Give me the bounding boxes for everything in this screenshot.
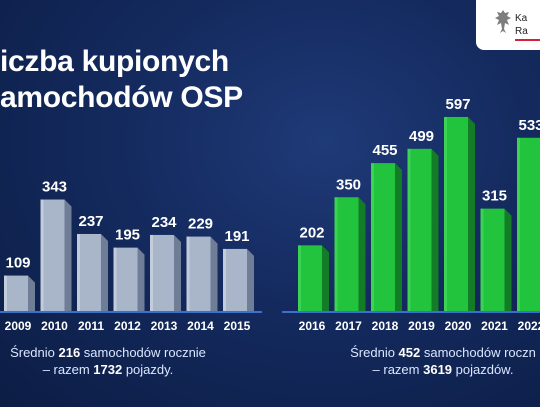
left-value-label-2011: 237 [78, 213, 103, 230]
right-bar-highlight-2020 [444, 116, 447, 311]
left-bar-2013 [150, 234, 174, 311]
title-line-1: iczba kupionych [0, 45, 229, 78]
left-bar-2009 [4, 275, 28, 311]
summary-right-total: 3619 [423, 362, 453, 377]
summary-left-suffix: pojazdy. [122, 362, 174, 377]
left-bar-highlight-2012 [113, 247, 117, 311]
left-bar-2015 [223, 248, 247, 311]
left-value-label-2012: 195 [115, 227, 140, 244]
left-value-label-2010: 343 [42, 179, 67, 196]
right-bar-side-2017 [358, 197, 366, 311]
right-bar-2017 [334, 197, 359, 311]
left-bar-highlight-2014 [186, 236, 190, 311]
summary-right-line2-prefix: – razem [372, 362, 424, 377]
summary-right-suffix: pojazdów. [452, 362, 514, 377]
left-year-label-2010: 2010 [41, 319, 68, 333]
right-bar-2020 [444, 116, 468, 311]
summary-left-line-1: Średnio 216 samochodów rocznie [0, 344, 228, 361]
org-name: Ka Ra [515, 12, 528, 38]
right-value-label-2017: 350 [336, 176, 361, 193]
summary-left: Średnio 216 samochodów rocznie – razem 1… [0, 344, 228, 378]
summary-right-avg: 452 [398, 345, 421, 360]
right-bar-2018 [371, 163, 395, 311]
flag-stripe [515, 39, 540, 41]
right-bar-side-2021 [504, 208, 512, 311]
summary-left-line-2: – razem 1732 pojazdy. [0, 361, 228, 378]
summary-right-prefix: Średnio [350, 345, 399, 360]
left-bar-side-2010 [64, 199, 72, 311]
org-name-line-2: Ra [515, 26, 528, 37]
summary-left-avg: 216 [58, 345, 81, 360]
right-year-label-2017: 2017 [335, 319, 362, 333]
right-bar-2021 [480, 208, 505, 311]
left-bar-side-2011 [101, 233, 108, 311]
left-year-label-2012: 2012 [114, 319, 141, 333]
summary-left-line2-prefix: – razem [42, 362, 94, 377]
right-bar-2019 [407, 148, 432, 311]
right-bar-highlight-2021 [480, 208, 484, 311]
summary-right: Średnio 452 samochodów roczn – razem 361… [312, 344, 540, 378]
title-line-2: amochodów OSP [0, 81, 243, 114]
left-value-label-2014: 229 [188, 216, 213, 233]
left-bar-highlight-2009 [4, 275, 7, 311]
right-bar-highlight-2017 [334, 197, 338, 311]
summary-left-total: 1732 [93, 362, 123, 377]
page-title: iczba kupionych amochodów OSP [0, 44, 243, 116]
right-value-label-2018: 455 [372, 142, 397, 159]
left-bar-highlight-2015 [223, 248, 226, 311]
right-value-label-2021: 315 [482, 188, 507, 205]
left-bar-2012 [113, 247, 138, 311]
left-bar-side-2014 [210, 236, 218, 311]
summary-right-line-1: Średnio 452 samochodów roczn [312, 344, 540, 361]
right-year-label-2021: 2021 [481, 319, 508, 333]
left-bar-side-2009 [28, 275, 35, 311]
left-bar-highlight-2010 [40, 199, 44, 311]
left-bar-2010 [40, 199, 65, 311]
left-year-label-2015: 2015 [224, 319, 251, 333]
left-value-label-2013: 234 [151, 214, 177, 231]
right-bar-2022 [517, 137, 540, 311]
right-value-label-2022: 533 [518, 117, 540, 134]
left-bar-side-2015 [247, 248, 254, 311]
left-year-label-2013: 2013 [151, 319, 178, 333]
right-bar-highlight-2019 [407, 148, 411, 311]
right-bar-side-2016 [322, 245, 329, 311]
summary-right-line-2: – razem 3619 pojazdów. [312, 361, 540, 378]
left-bar-side-2012 [137, 247, 145, 311]
right-value-label-2016: 202 [299, 224, 324, 241]
right-value-label-2019: 499 [409, 128, 434, 145]
summary-left-prefix: Średnio [10, 345, 59, 360]
left-value-label-2015: 191 [224, 228, 249, 245]
right-value-label-2020: 597 [445, 96, 470, 113]
right-bar-side-2018 [395, 163, 402, 311]
left-value-label-2009: 109 [5, 255, 30, 272]
right-bar-highlight-2018 [371, 163, 374, 311]
summary-right-mid: samochodów roczn [420, 345, 536, 360]
left-bar-highlight-2011 [77, 233, 80, 311]
right-bar-side-2019 [431, 148, 439, 311]
left-bar-2011 [77, 233, 101, 311]
right-year-label-2019: 2019 [408, 319, 435, 333]
left-bar-highlight-2013 [150, 234, 153, 311]
org-name-line-1: Ka [515, 13, 528, 24]
left-year-label-2011: 2011 [78, 319, 104, 333]
left-year-label-2014: 2014 [187, 319, 214, 333]
left-bar-2014 [186, 236, 211, 311]
logo-badge: Ka Ra [476, 0, 540, 50]
right-year-label-2020: 2020 [445, 319, 472, 333]
left-year-label-2009: 2009 [5, 319, 32, 333]
left-bar-side-2013 [174, 234, 181, 311]
right-bar-side-2020 [468, 116, 475, 311]
eagle-emblem-icon [495, 10, 511, 33]
right-year-label-2018: 2018 [372, 319, 399, 333]
right-bar-highlight-2016 [298, 245, 301, 311]
right-bar-2016 [298, 245, 322, 311]
summary-left-mid: samochodów rocznie [80, 345, 206, 360]
right-bar-highlight-2022 [517, 137, 520, 311]
right-year-label-2016: 2016 [299, 319, 326, 333]
